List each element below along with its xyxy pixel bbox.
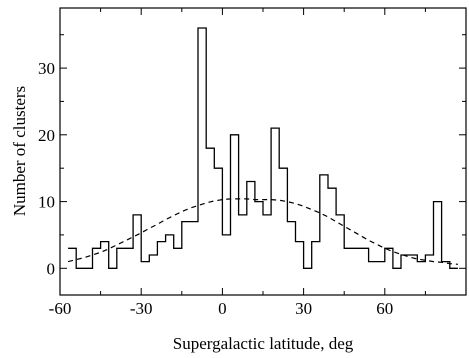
histogram-bar (434, 202, 442, 269)
histogram-bar (206, 148, 214, 268)
histogram-bar (377, 262, 385, 269)
histogram-bar (320, 175, 328, 268)
histogram-bar (296, 242, 304, 269)
histogram-bar (336, 215, 344, 268)
histogram-step-line (68, 27, 458, 269)
axis-tick-labels: -60 -30 0 30 60 0 10 20 30 (38, 59, 393, 318)
x-tick-label: 30 (295, 299, 312, 318)
histogram-bar (231, 135, 239, 268)
histogram-bar (247, 182, 255, 269)
histogram-bar (352, 248, 360, 268)
histogram-bar (328, 188, 336, 268)
histogram-bar (68, 248, 76, 268)
histogram-bar (369, 262, 377, 269)
histogram-bins (68, 28, 450, 268)
histogram-bar (125, 248, 133, 268)
y-tick-label: 20 (38, 126, 55, 145)
histogram-bar (279, 168, 287, 268)
histogram-bar (101, 242, 109, 269)
histogram-bar (174, 248, 182, 268)
histogram-bar (360, 248, 368, 268)
histogram-bar (263, 215, 271, 268)
y-tick-label: 30 (38, 59, 55, 78)
histogram-bar (385, 248, 393, 268)
histogram-bar (239, 215, 247, 268)
x-tick-label: -60 (49, 299, 72, 318)
histogram-bar (117, 248, 125, 268)
histogram-bar (401, 255, 409, 268)
histogram-bar (166, 235, 174, 268)
histogram-bar (157, 242, 165, 269)
histogram-bar (255, 202, 263, 269)
histogram-bar (222, 235, 230, 268)
plot-frame (59, 7, 467, 296)
histogram-bar (93, 248, 101, 268)
histogram-bar (190, 222, 198, 269)
histogram-bar (141, 262, 149, 269)
gaussian-fit-curve (67, 198, 458, 265)
histogram-bar (133, 215, 141, 268)
x-tick-label: -30 (130, 299, 153, 318)
histogram-bar (409, 255, 417, 268)
x-axis-title: Supergalactic latitude, deg (173, 334, 354, 353)
histogram-bar (287, 222, 295, 269)
y-tick-label: 0 (47, 259, 56, 278)
y-axis-title: Number of clusters (10, 86, 29, 216)
histogram-bar (182, 222, 190, 269)
histogram-bar (271, 128, 279, 268)
histogram-bar (214, 168, 222, 268)
histogram-bar (417, 262, 425, 269)
x-tick-label: 60 (376, 299, 393, 318)
axis-ticks (59, 8, 467, 295)
histogram-bar (344, 248, 352, 268)
histogram-bar (312, 242, 320, 269)
histogram-bar (149, 255, 157, 268)
histogram-bar (198, 28, 206, 268)
x-tick-label: 0 (218, 299, 227, 318)
y-tick-label: 10 (38, 193, 55, 212)
